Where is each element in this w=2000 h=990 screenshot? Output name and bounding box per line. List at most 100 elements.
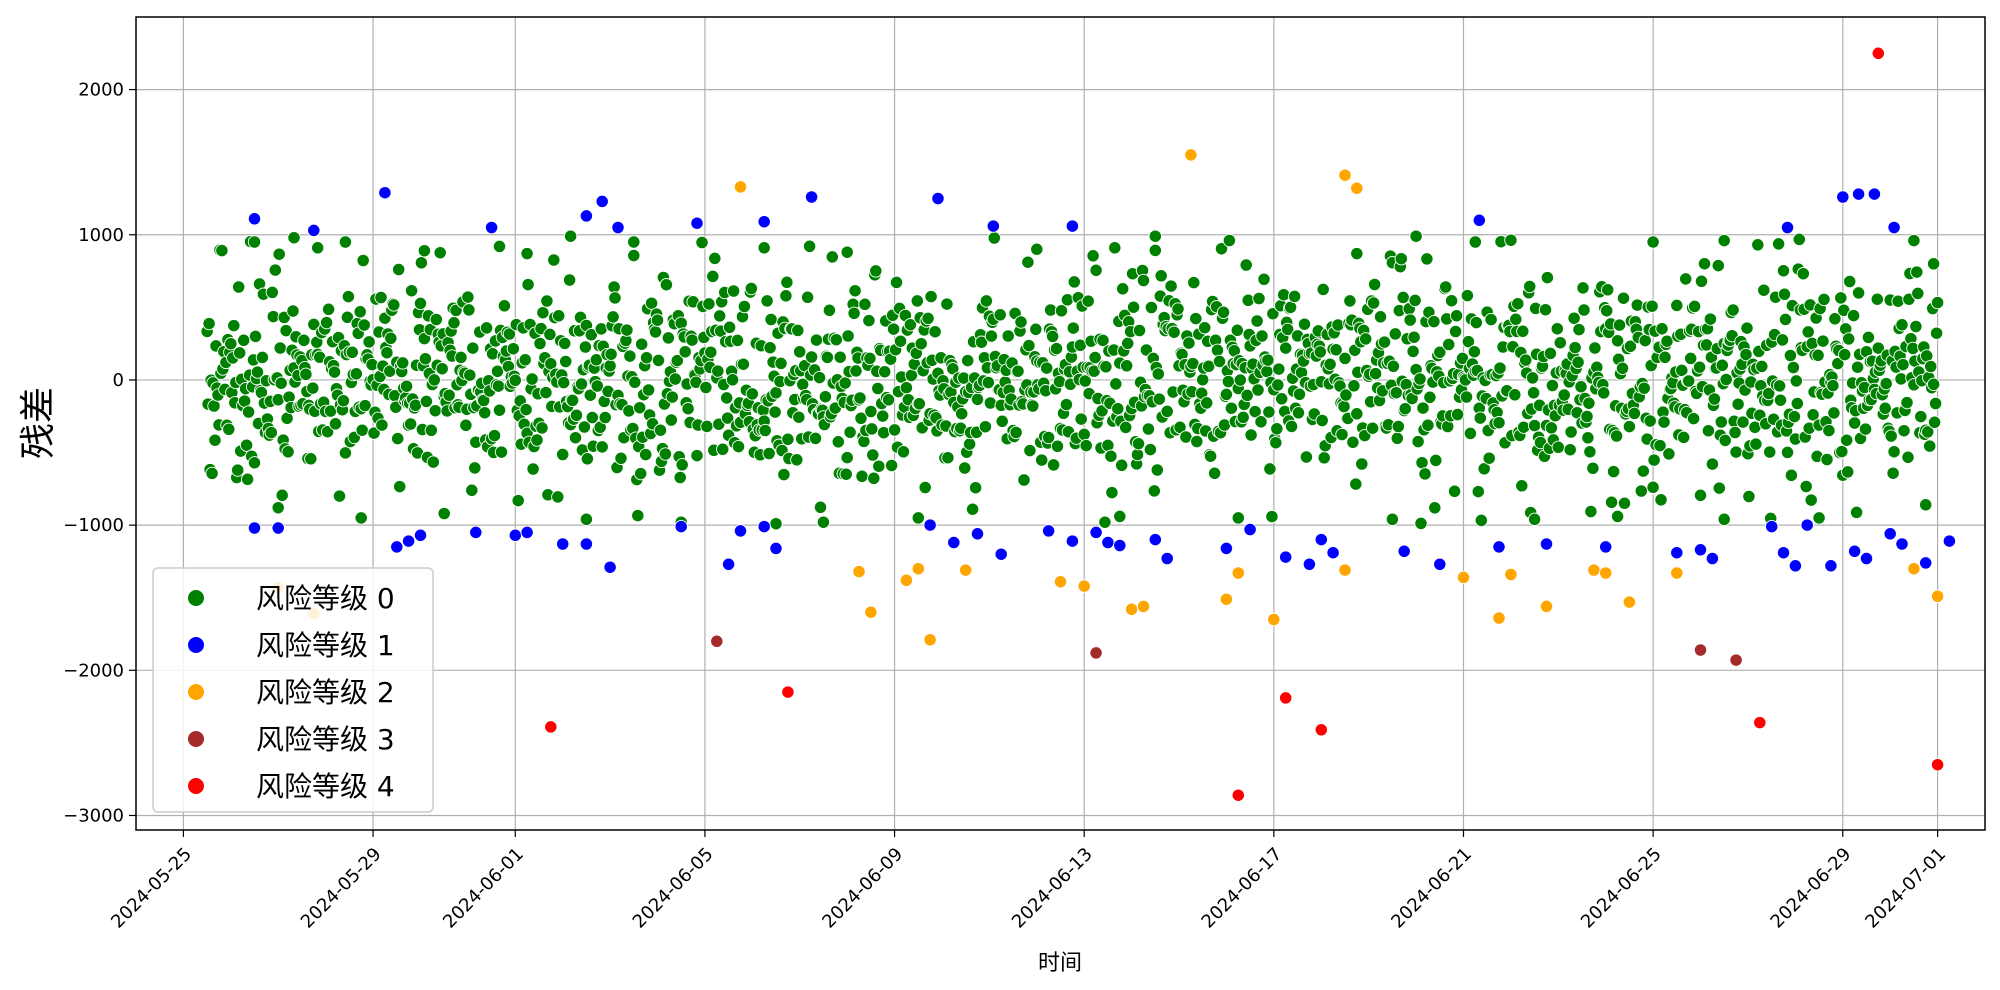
point-risk-0 [271, 501, 285, 515]
point-risk-0 [1219, 387, 1234, 402]
point-risk-1 [271, 521, 285, 535]
point-risk-0 [1385, 512, 1400, 526]
legend-label: 风险等级 2 [256, 676, 395, 709]
x-tick-label: 2024-06-01 [439, 844, 528, 933]
point-risk-0 [418, 352, 433, 366]
point-risk-1 [1101, 535, 1115, 550]
point-risk-0 [1638, 333, 1652, 348]
x-axis-ticks: 2024-05-25 2024-05-29 2024-06-01 2024-06-05… [107, 830, 1950, 933]
point-risk-0 [1009, 425, 1023, 440]
point-risk-1 [1113, 538, 1127, 553]
point-risk-0 [1891, 294, 1905, 308]
point-risk-0 [539, 385, 553, 400]
x-tick-label: 2024-06-09 [818, 844, 907, 933]
point-risk-0 [822, 303, 837, 317]
point-risk-0 [224, 337, 238, 351]
point-risk-0 [1474, 513, 1488, 528]
point-risk-0 [1703, 312, 1718, 326]
point-risk-0 [1461, 334, 1476, 349]
point-risk-0 [1203, 449, 1218, 463]
point-risk-1 [1776, 546, 1791, 560]
point-risk-0 [1463, 426, 1478, 441]
point-risk-0 [1655, 322, 1669, 336]
point-risk-1 [1041, 524, 1056, 538]
point-risk-0 [1059, 397, 1074, 412]
legend: 风险等级 0 风险等级 1 风险等级 2 风险等级 3 风险等级 4 [152, 567, 434, 813]
point-risk-0 [1350, 407, 1364, 421]
point-risk-0 [690, 448, 704, 463]
point-risk-0 [265, 285, 279, 300]
point-risk-0 [1726, 303, 1740, 317]
point-risk-0 [1079, 438, 1093, 453]
point-risk-0 [1679, 272, 1693, 286]
point-risk-0 [889, 275, 904, 290]
point-risk-0 [336, 394, 351, 408]
point-risk-0 [1806, 408, 1820, 422]
point-risk-0 [631, 508, 645, 523]
point-risk-0 [1581, 431, 1595, 445]
point-risk-0 [485, 347, 500, 361]
point-risk-0 [651, 353, 666, 368]
point-risk-0 [865, 422, 879, 436]
point-risk-1 [1302, 557, 1317, 571]
point-risk-1 [1765, 519, 1779, 534]
point-risk-1 [401, 534, 416, 548]
point-risk-0 [404, 284, 419, 298]
point-risk-0 [1682, 374, 1696, 388]
point-risk-0 [1148, 229, 1162, 243]
x-tick-label: 2024-06-17 [1198, 844, 1287, 933]
legend-label: 风险等级 0 [256, 582, 395, 615]
point-risk-0 [1104, 449, 1118, 463]
point-risk-0 [720, 391, 734, 405]
point-risk-0 [506, 342, 520, 356]
point-risk-0 [1337, 399, 1351, 414]
point-risk-0 [1543, 346, 1558, 361]
x-tick-label: 2024-06-05 [629, 844, 718, 933]
point-risk-0 [413, 296, 428, 311]
point-risk-0 [639, 351, 654, 365]
point-risk-0 [1339, 388, 1353, 402]
point-risk-0 [551, 490, 565, 504]
point-risk-0 [338, 446, 353, 460]
point-risk-0 [623, 349, 637, 363]
point-risk-0 [1670, 298, 1684, 313]
point-risk-0 [668, 372, 682, 386]
point-risk-0 [508, 373, 522, 387]
point-risk-0 [208, 433, 222, 447]
point-risk-0 [354, 511, 368, 525]
point-risk-0 [1604, 495, 1619, 509]
point-risk-1 [1883, 527, 1897, 541]
point-risk-0 [1879, 376, 1893, 391]
point-risk-0 [670, 353, 684, 368]
point-risk-0 [327, 365, 342, 379]
point-risk-2 [1599, 566, 1613, 580]
point-risk-0 [1820, 452, 1834, 467]
point-risk-0 [1202, 359, 1216, 373]
point-risk-1 [1160, 551, 1174, 566]
point-risk-0 [241, 405, 256, 419]
point-risk-0 [1429, 453, 1443, 468]
point-risk-0 [574, 377, 589, 391]
point-risk-0 [1911, 286, 1925, 301]
point-risk-0 [979, 294, 994, 308]
point-risk-0 [205, 466, 219, 481]
point-risk-0 [533, 336, 547, 351]
point-risk-0 [1154, 269, 1168, 283]
point-risk-0 [396, 356, 410, 370]
point-risk-0 [1843, 274, 1857, 289]
point-risk-0 [338, 235, 353, 249]
point-risk-0 [274, 376, 288, 390]
point-risk-0 [1812, 511, 1826, 525]
point-risk-0 [403, 417, 418, 431]
point-risk-0 [1870, 292, 1884, 306]
point-risk-0 [983, 396, 998, 410]
point-risk-0 [606, 310, 620, 324]
point-risk-0 [648, 325, 663, 339]
point-risk-0 [340, 310, 355, 324]
point-risk-1 [556, 537, 570, 551]
point-risk-1 [1693, 543, 1708, 557]
point-risk-0 [1190, 434, 1204, 449]
point-risk-0 [774, 356, 788, 371]
x-tick-label: 2024-06-13 [1008, 844, 1097, 933]
